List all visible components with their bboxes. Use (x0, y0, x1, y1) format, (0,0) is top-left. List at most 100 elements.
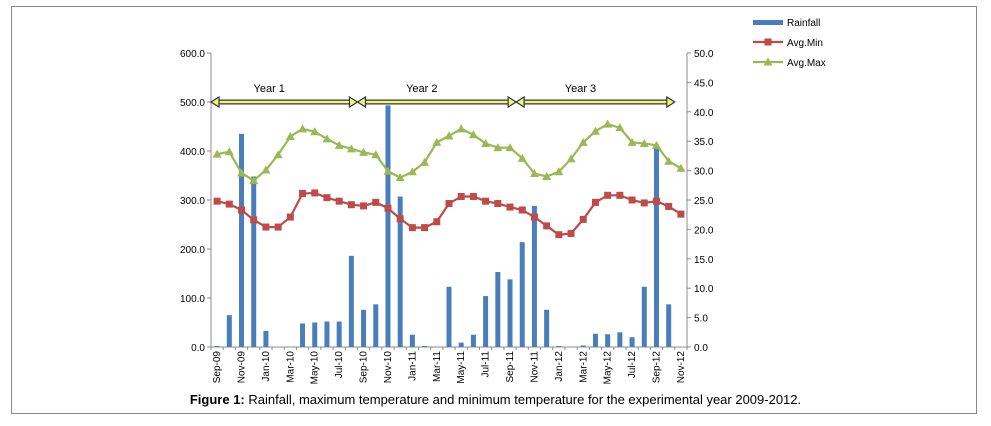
bar-rainfall (592, 333, 598, 347)
left-axis-tick-label: 100.0 (180, 294, 205, 305)
point-avg-max (615, 123, 625, 132)
bar-rainfall (239, 133, 245, 347)
point-avg-max (493, 143, 503, 152)
figure-caption: Figure 1: Rainfall, maximum temperature … (0, 392, 991, 407)
point-avg-max (444, 131, 454, 140)
point-avg-min (518, 206, 526, 214)
legend-marker-avg-max (763, 57, 773, 66)
point-avg-min (238, 206, 246, 214)
left-axis-tick-label: 200.0 (180, 245, 205, 256)
point-avg-min (335, 197, 343, 205)
point-avg-min (311, 189, 319, 197)
bar-rainfall (519, 242, 525, 347)
point-avg-min (457, 192, 465, 200)
bar-rainfall (507, 279, 513, 347)
point-avg-min (482, 197, 490, 205)
point-avg-max (334, 140, 344, 149)
bar-rainfall (409, 334, 415, 347)
point-avg-min (543, 222, 551, 230)
x-axis-tick-label: Sep-09 (212, 351, 223, 384)
year-arrow-head-left (209, 95, 220, 109)
point-avg-max (261, 165, 271, 174)
point-avg-max (224, 147, 234, 156)
right-axis-tick-label: 5.0 (694, 314, 708, 325)
year-label: Year 2 (406, 83, 437, 95)
caption-label: Figure 1: (189, 392, 245, 407)
point-avg-max (529, 169, 539, 178)
x-axis-tick-label: Sep-12 (651, 351, 662, 384)
bar-rainfall (458, 342, 464, 347)
point-avg-min (604, 191, 612, 199)
point-avg-max (481, 139, 491, 148)
point-avg-min (384, 204, 392, 212)
point-avg-min (360, 202, 368, 210)
caption-text: Rainfall, maximum temperature and minimu… (244, 392, 802, 407)
bar-rainfall (666, 304, 672, 347)
x-axis-tick-label: Jan-12 (554, 351, 565, 382)
point-avg-min (506, 203, 514, 211)
point-avg-max (298, 124, 308, 133)
point-avg-max (578, 137, 588, 146)
legend-marker-avg-min (764, 38, 772, 46)
point-avg-max (505, 143, 515, 152)
bar-rainfall (263, 330, 269, 347)
bar-rainfall (446, 286, 452, 347)
point-avg-max (590, 126, 600, 135)
bar-rainfall (605, 334, 611, 347)
x-axis-tick-label: May-11 (456, 351, 467, 384)
left-axis-tick-label: 0.0 (191, 343, 205, 354)
x-axis-tick-label: Sep-11 (505, 351, 516, 383)
bar-rainfall (483, 296, 489, 347)
right-axis-tick-label: 25.0 (694, 196, 714, 207)
legend-swatch-rainfall (753, 20, 783, 25)
point-avg-min (396, 215, 404, 223)
bar-rainfall (495, 272, 501, 347)
x-axis-tick-label: Nov-11 (529, 351, 540, 383)
year-arrow-head-right (666, 95, 676, 109)
bar-rainfall (641, 286, 647, 347)
point-avg-min (640, 199, 648, 207)
x-axis-tick-label: Mar-12 (578, 351, 589, 383)
x-axis-tick-label: Jul-10 (334, 351, 345, 379)
x-axis-tick-label: Sep-10 (359, 351, 370, 384)
point-avg-max (371, 150, 381, 159)
x-axis-tick-label: Jan-11 (407, 351, 418, 381)
point-avg-max (517, 153, 527, 162)
point-avg-max (639, 139, 649, 148)
year-arrow-head-left (514, 95, 525, 109)
point-avg-min (372, 198, 380, 206)
point-avg-max (273, 150, 283, 159)
figure-frame (11, 6, 977, 414)
bar-rainfall (617, 332, 623, 347)
point-avg-max (237, 168, 247, 177)
year-label: Year 3 (565, 83, 596, 95)
point-avg-max (627, 137, 637, 146)
bar-rainfall (397, 196, 403, 347)
point-avg-min (665, 202, 673, 210)
x-axis-tick-label: May-12 (603, 351, 614, 385)
year-arrow-head-right (348, 95, 359, 109)
point-avg-min (469, 192, 477, 200)
bar-rainfall (385, 105, 391, 348)
x-axis-tick-label: Nov-10 (383, 351, 394, 384)
year-label: Year 1 (254, 83, 285, 95)
point-avg-max (322, 134, 332, 143)
point-avg-min (652, 197, 660, 205)
point-avg-min (616, 191, 624, 199)
right-axis-tick-label: 45.0 (694, 78, 714, 89)
x-axis-tick-label: Mar-10 (285, 351, 296, 383)
point-avg-min (286, 213, 294, 221)
legend-label: Rainfall (787, 18, 820, 29)
bar-rainfall (226, 315, 232, 347)
point-avg-max (395, 173, 405, 182)
point-avg-max (651, 140, 661, 149)
right-axis-tick-label: 10.0 (694, 284, 714, 295)
point-avg-max (542, 171, 552, 180)
bar-rainfall (556, 346, 562, 347)
point-avg-max (285, 131, 295, 140)
point-avg-max (468, 130, 478, 139)
point-avg-min (555, 231, 563, 239)
bar-rainfall (300, 323, 306, 347)
point-avg-max (249, 176, 259, 185)
